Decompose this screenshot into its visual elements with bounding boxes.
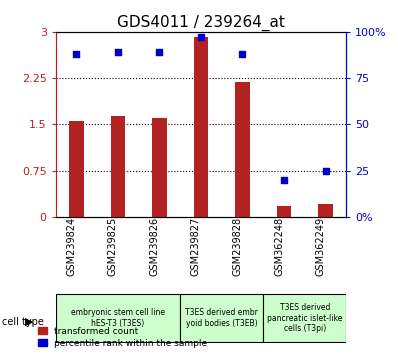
Text: GSM362249: GSM362249 [316, 217, 326, 276]
Bar [111, 116, 125, 217]
Text: cell type: cell type [2, 317, 44, 327]
Text: GSM239827: GSM239827 [191, 217, 201, 276]
Text: GSM239826: GSM239826 [150, 217, 160, 276]
Point [281, 177, 287, 183]
Bar [235, 82, 250, 217]
Point [239, 51, 246, 57]
Point [198, 35, 204, 40]
Text: GSM362248: GSM362248 [274, 217, 284, 276]
Bar [69, 121, 84, 217]
FancyBboxPatch shape [263, 294, 346, 342]
Bar [318, 204, 333, 217]
FancyBboxPatch shape [56, 294, 180, 342]
FancyBboxPatch shape [180, 294, 263, 342]
Text: GSM239824: GSM239824 [66, 217, 76, 276]
Text: T3ES derived embr
yoid bodies (T3EB): T3ES derived embr yoid bodies (T3EB) [185, 308, 258, 328]
Point [73, 51, 80, 57]
Bar [277, 206, 291, 217]
Text: GSM239828: GSM239828 [232, 217, 242, 276]
Bar [152, 118, 167, 217]
Point [322, 168, 329, 173]
Point [115, 50, 121, 55]
Text: T3ES derived
pancreatic islet-like
cells (T3pi): T3ES derived pancreatic islet-like cells… [267, 303, 342, 333]
Text: GSM239825: GSM239825 [108, 217, 118, 276]
Text: ▶: ▶ [25, 317, 33, 327]
Legend: transformed count, percentile rank within the sample: transformed count, percentile rank withi… [36, 325, 209, 349]
Bar [194, 37, 208, 217]
Title: GDS4011 / 239264_at: GDS4011 / 239264_at [117, 14, 285, 30]
Text: embryonic stem cell line
hES-T3 (T3ES): embryonic stem cell line hES-T3 (T3ES) [71, 308, 165, 328]
Point [156, 50, 163, 55]
